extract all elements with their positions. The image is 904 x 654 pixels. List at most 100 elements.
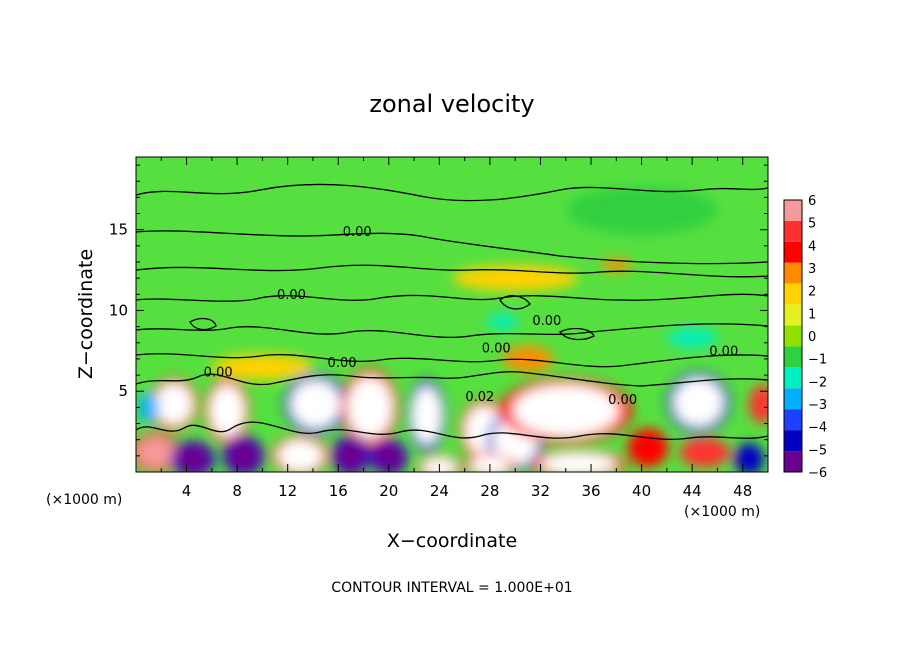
y-tick-label: 5: [118, 382, 128, 400]
colorbar-frame: [783, 199, 803, 473]
velocity-cell: [749, 384, 768, 424]
contour-label: 0.00: [343, 225, 372, 240]
x-tick-label: 4: [182, 482, 192, 500]
velocity-cell: [209, 384, 245, 437]
velocity-field: [136, 186, 768, 472]
colorbar-swatch: [784, 304, 802, 326]
colorbar-tick-label: −2: [808, 375, 827, 390]
velocity-cell: [540, 452, 617, 472]
contour-interval-note: CONTOUR INTERVAL = 1.000E+01: [331, 580, 572, 596]
x-tick-label: 44: [683, 482, 702, 500]
contour-line: [136, 371, 768, 387]
plot-frame: [135, 156, 769, 473]
colorbar-tick-label: −1: [808, 353, 827, 368]
velocity-cell: [627, 428, 669, 468]
colorbar-swatch: [784, 325, 802, 347]
plot-area: 0.00 0.00 0.00 0.00 0.00 0.00 0.00 0.02 0.00: [136, 157, 768, 472]
velocity-cell: [512, 384, 619, 437]
x-tick-label: 40: [632, 482, 651, 500]
x-unit-right: (×1000 m): [684, 504, 760, 520]
x-axis-label: X−coordinate: [387, 530, 517, 552]
colorbar-tick-label: −3: [808, 398, 827, 413]
colorbar-swatch: [784, 241, 802, 263]
x-tick-label: 28: [480, 482, 499, 500]
x-tick-label: 36: [581, 482, 600, 500]
colorbar-swatch: [784, 388, 802, 410]
velocity-cell: [136, 436, 174, 469]
colorbar-tick-label: 5: [808, 217, 816, 232]
colorbar-tick-label: 1: [808, 307, 816, 322]
contour-label: 0.00: [532, 314, 561, 329]
chart-title: zonal velocity: [369, 90, 534, 118]
colorbar-swatch: [784, 283, 802, 305]
velocity-cell: [565, 186, 718, 235]
colorbar-swatch: [784, 262, 802, 284]
contour-line: [499, 294, 531, 310]
colorbar-swatch: [784, 367, 802, 389]
contour-line: [136, 293, 768, 302]
contour-label: 0.00: [482, 341, 511, 356]
contour-line: [136, 230, 768, 265]
y-tick-label: 15: [109, 221, 128, 239]
contour-labels: 0.00 0.00 0.00 0.00 0.00 0.00 0.00 0.02 0.00: [204, 225, 739, 408]
velocity-cell: [733, 442, 765, 472]
velocity-cell: [211, 354, 313, 380]
colorbar-tick-label: 0: [808, 330, 816, 345]
velocity-cell: [335, 439, 367, 472]
velocity-cell: [601, 258, 632, 272]
velocity-cell: [502, 346, 554, 372]
x-unit-left: (×1000 m): [46, 492, 122, 508]
velocity-cell: [487, 313, 518, 330]
velocity-cell: [138, 391, 159, 424]
zero-contours: [136, 183, 768, 441]
colorbar-swatch: [784, 451, 802, 472]
velocity-cell: [154, 383, 193, 426]
velocity-cell: [411, 386, 442, 445]
colorbar: 6 5 4 3 2 1 0 −1 −2 −3 −4 −5 −6: [783, 194, 827, 481]
contour-line: [136, 264, 768, 278]
contour-label: 0.00: [204, 366, 233, 381]
colorbar-tick-label: −5: [808, 443, 827, 458]
contour-line: [136, 183, 768, 202]
x-tick-label: 48: [733, 482, 752, 500]
contour-label: 0.00: [709, 345, 738, 360]
colorbar-tick-label: 3: [808, 262, 816, 277]
colorbar-swatch: [784, 346, 802, 368]
contour-label: 0.02: [465, 390, 494, 405]
velocity-cell: [666, 328, 718, 348]
contour-line: [136, 421, 768, 441]
velocity-cell: [373, 442, 404, 472]
velocity-cell: [290, 379, 341, 429]
colorbar-swatch: [784, 200, 802, 221]
velocity-cell: [469, 455, 511, 472]
velocity-cell: [175, 444, 211, 472]
velocity-cell: [679, 438, 731, 468]
colorbar-tick-label: 6: [808, 194, 816, 209]
colorbar-tick-label: 4: [808, 239, 816, 254]
x-tick-label: 12: [278, 482, 297, 500]
contour-line: [189, 317, 217, 331]
contour-label: 0.00: [328, 356, 357, 371]
colorbar-tick-label: 2: [808, 285, 816, 300]
velocity-cell: [452, 265, 579, 292]
velocity-cell: [347, 376, 393, 439]
x-tick-label: 24: [430, 482, 449, 500]
x-tick-label: 32: [531, 482, 550, 500]
y-axis: 5 10 15: [109, 164, 768, 457]
contour-line: [136, 323, 768, 339]
contour-label: 0.00: [608, 393, 637, 408]
velocity-cell: [277, 439, 324, 472]
y-axis-label: Z−coordinate: [75, 249, 97, 379]
contour-label: 0.00: [277, 288, 306, 303]
colorbar-swatch: [784, 430, 802, 452]
velocity-cell: [673, 378, 724, 427]
y-tick-label: 10: [109, 301, 128, 319]
x-tick-label: 20: [379, 482, 398, 500]
contour-line: [559, 327, 595, 341]
colorbar-tick-label: −4: [808, 421, 827, 436]
x-tick-label: 8: [232, 482, 242, 500]
x-axis: 4 8 12 16 20 24 28 32 36 40 44 48: [160, 157, 752, 500]
colorbar-swatch: [784, 220, 802, 242]
x-tick-label: 16: [329, 482, 348, 500]
